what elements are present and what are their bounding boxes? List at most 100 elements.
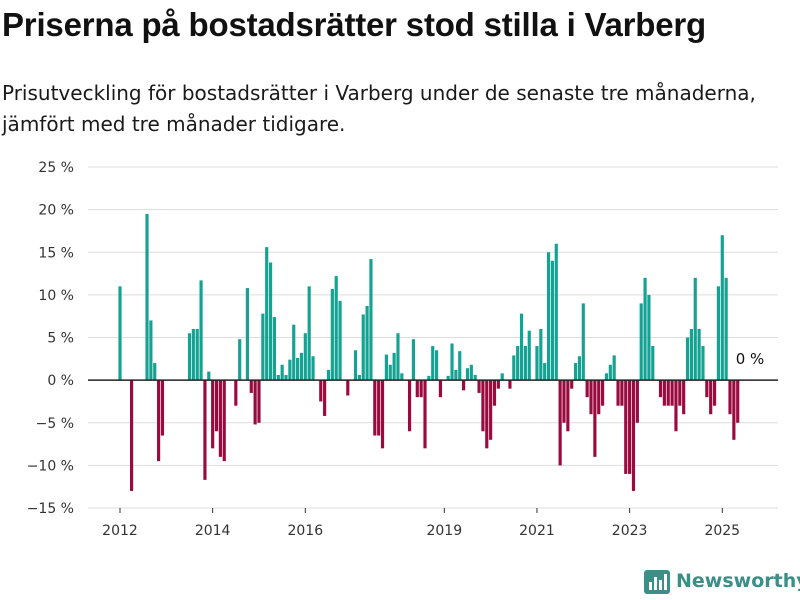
x-tick-label: 2012 bbox=[102, 523, 138, 539]
bar bbox=[666, 380, 670, 406]
y-tick-label: 15 % bbox=[38, 245, 74, 261]
bar bbox=[157, 380, 161, 462]
bar bbox=[516, 346, 520, 381]
bar bbox=[407, 380, 412, 432]
bar bbox=[604, 373, 609, 381]
bar bbox=[272, 317, 277, 381]
bar bbox=[523, 346, 527, 381]
bar bbox=[353, 350, 358, 381]
bar bbox=[438, 380, 443, 398]
bar bbox=[612, 355, 616, 381]
bar bbox=[601, 380, 605, 406]
bar bbox=[577, 356, 582, 381]
price-change-bar-chart: −15 % −10 % −5 % 0 % 5 % 10 % 15 % 20 % 25 % 2012… bbox=[27, 160, 778, 539]
bar bbox=[268, 262, 273, 381]
bar bbox=[307, 286, 311, 381]
bar bbox=[492, 380, 497, 406]
bar bbox=[280, 364, 284, 381]
bar bbox=[334, 276, 338, 381]
bar bbox=[647, 294, 651, 381]
x-tick-label: 2014 bbox=[195, 523, 231, 539]
bar bbox=[373, 380, 377, 436]
bar bbox=[377, 380, 381, 436]
bar bbox=[296, 357, 300, 381]
brand-name: Newsworthy bbox=[676, 570, 800, 592]
y-tick-label: 20 % bbox=[38, 203, 74, 219]
bar bbox=[512, 355, 516, 381]
bar bbox=[496, 380, 500, 389]
bar bbox=[519, 313, 524, 381]
bar bbox=[527, 330, 531, 381]
bar bbox=[292, 324, 296, 381]
bar bbox=[323, 380, 327, 416]
bar bbox=[566, 380, 570, 432]
bar bbox=[211, 380, 215, 449]
bar bbox=[299, 352, 304, 381]
bar bbox=[238, 339, 242, 381]
bar bbox=[628, 380, 632, 474]
bar bbox=[199, 280, 203, 381]
bar bbox=[411, 339, 415, 381]
bar bbox=[288, 359, 292, 381]
bar bbox=[585, 380, 589, 398]
bar bbox=[720, 235, 724, 381]
chart-subtitle: Prisutveckling för bostadsrätter i Varbe… bbox=[2, 81, 756, 136]
latest-value-label: 0 % bbox=[736, 350, 765, 368]
bar bbox=[222, 380, 226, 462]
newsworthy-chart-icon bbox=[644, 570, 670, 594]
bar bbox=[326, 369, 331, 381]
bar bbox=[319, 380, 323, 402]
y-tick-label: 0 % bbox=[47, 373, 74, 389]
bar bbox=[481, 380, 485, 432]
gridlines bbox=[88, 166, 778, 509]
bar bbox=[454, 369, 458, 381]
bar bbox=[535, 346, 539, 381]
bar bbox=[631, 380, 636, 491]
y-tick-label: −5 % bbox=[36, 416, 74, 432]
bar bbox=[546, 252, 551, 381]
bar bbox=[338, 300, 342, 381]
bar bbox=[392, 352, 396, 381]
bar bbox=[330, 288, 334, 381]
bar bbox=[473, 375, 477, 381]
bar bbox=[153, 363, 157, 381]
bar bbox=[581, 303, 585, 381]
bar bbox=[369, 259, 373, 381]
bar bbox=[346, 380, 350, 396]
bar bbox=[446, 375, 450, 381]
bar bbox=[149, 320, 153, 381]
bar bbox=[570, 380, 574, 389]
bar bbox=[573, 363, 578, 381]
bar bbox=[284, 375, 288, 381]
bar bbox=[435, 350, 439, 381]
bar bbox=[245, 288, 249, 381]
bar bbox=[500, 373, 504, 381]
bar bbox=[361, 314, 365, 381]
bar bbox=[736, 380, 740, 423]
bar bbox=[431, 346, 435, 381]
bar bbox=[716, 286, 720, 381]
bar bbox=[160, 380, 165, 436]
bar bbox=[485, 380, 489, 449]
y-tick-label: 25 % bbox=[38, 160, 74, 176]
bar bbox=[639, 303, 643, 381]
bar bbox=[253, 380, 257, 425]
bar bbox=[384, 354, 388, 381]
bar bbox=[191, 328, 195, 381]
bar bbox=[543, 363, 547, 381]
bar bbox=[732, 380, 736, 440]
bar bbox=[118, 286, 122, 381]
bar bbox=[469, 364, 473, 381]
bar bbox=[145, 213, 149, 381]
bar bbox=[635, 380, 639, 423]
bar bbox=[593, 380, 597, 457]
bars bbox=[118, 213, 740, 491]
chart-title: Priserna på bostadsrätter stod stilla i … bbox=[2, 6, 707, 43]
bar bbox=[643, 277, 647, 381]
bar bbox=[477, 380, 481, 393]
bar bbox=[423, 380, 427, 449]
bar bbox=[234, 380, 238, 406]
bar bbox=[311, 356, 315, 381]
bar bbox=[249, 380, 253, 393]
bar bbox=[674, 380, 678, 432]
